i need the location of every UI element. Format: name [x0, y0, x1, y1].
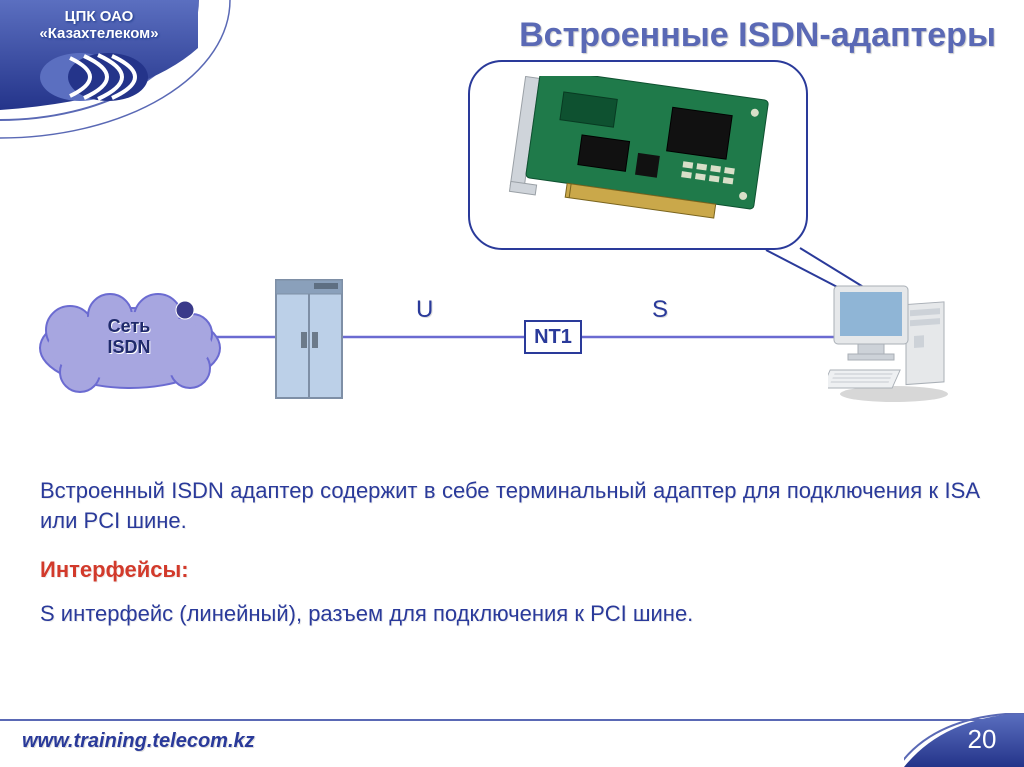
logo-icon — [38, 52, 168, 102]
slide: ЦПК ОАО «Казахтелеком» Встроенные ISDN-а… — [0, 0, 1024, 767]
body-para2: S интерфейс (линейный), разъем для подкл… — [40, 601, 980, 627]
cloud-label-line1: Сеть — [74, 316, 184, 337]
switch-cabinet-icon — [268, 274, 358, 414]
cloud-label-line2: ISDN — [74, 337, 184, 358]
pci-card-icon — [506, 76, 776, 236]
nt1-box: NT1 — [524, 320, 582, 354]
body-heading: Интерфейсы: — [40, 557, 980, 583]
page-number: 20 — [952, 719, 1012, 759]
s-interface-label: S — [652, 296, 668, 324]
body-para1: Встроенный ISDN адаптер содержит в себе … — [40, 476, 980, 535]
network-diagram: Сеть ISDN U NT1 S — [30, 276, 990, 436]
footer-url: www.training.telecom.kz — [22, 730, 255, 753]
pc-icon — [828, 276, 958, 406]
org-line1: ЦПК ОАО — [14, 8, 184, 25]
footer-divider — [0, 719, 1024, 721]
callout-box — [468, 60, 808, 250]
org-line2: «Казахтелеком» — [14, 25, 184, 42]
org-label: ЦПК ОАО «Казахтелеком» — [14, 8, 184, 42]
u-interface-label: U — [416, 296, 433, 324]
slide-title: Встроенные ISDN-адаптеры — [519, 16, 996, 55]
body-text: Встроенный ISDN адаптер содержит в себе … — [40, 476, 980, 627]
cloud-label: Сеть ISDN — [74, 316, 184, 358]
